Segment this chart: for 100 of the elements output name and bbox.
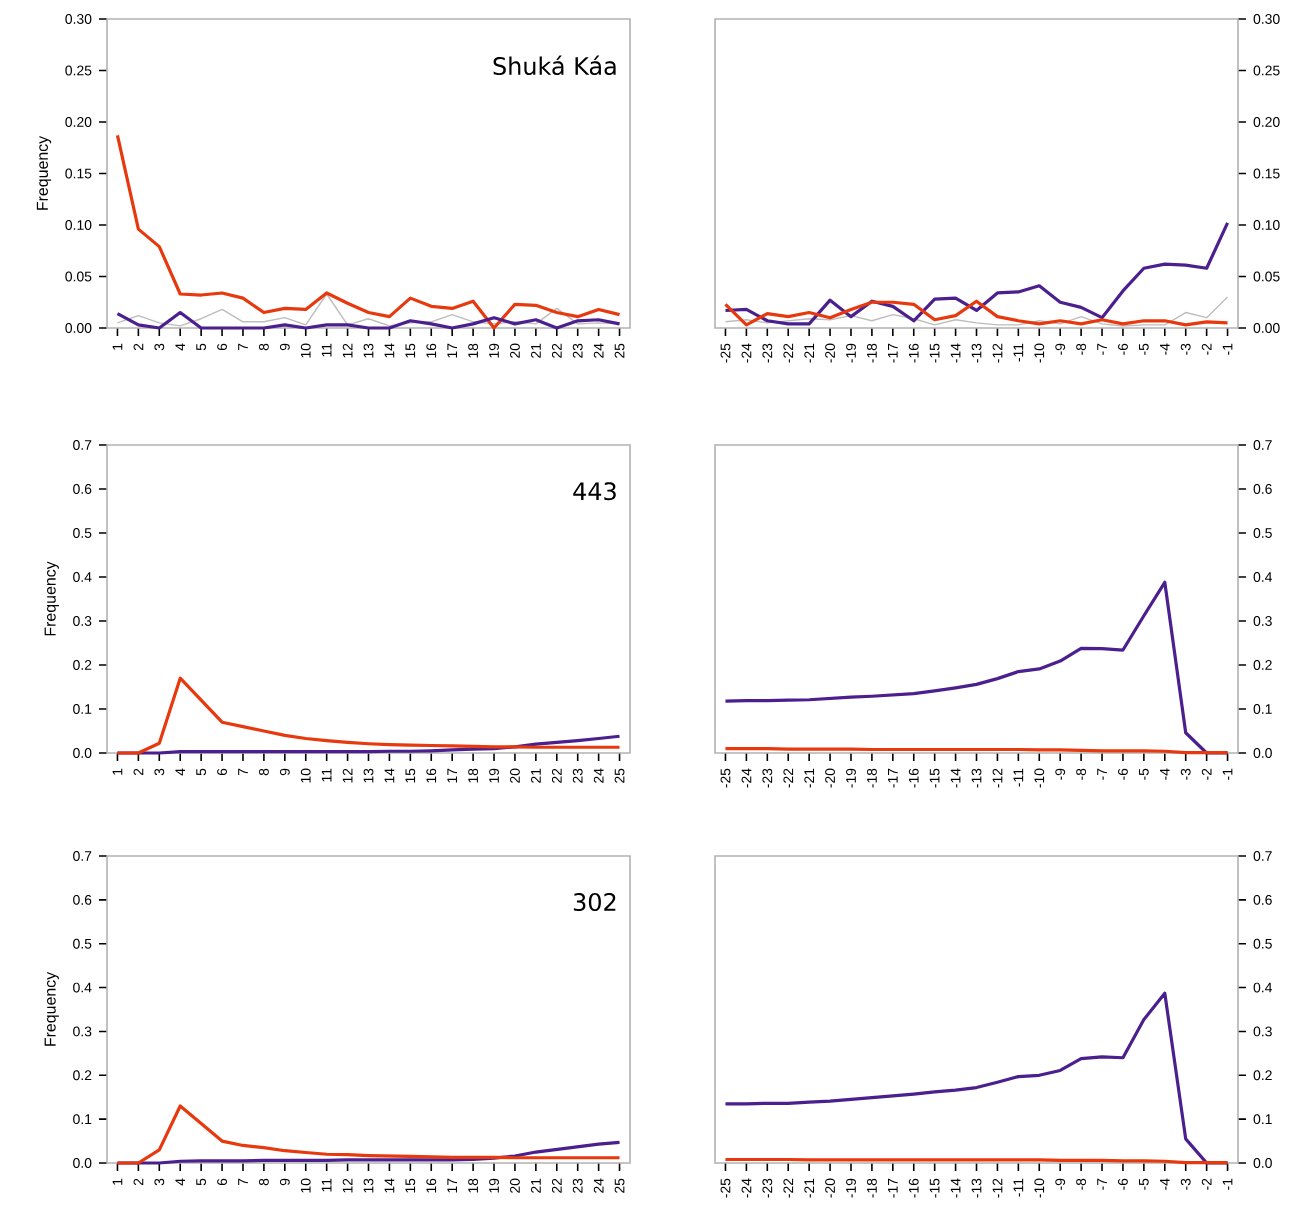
- y-tick-label: 0.05: [65, 271, 92, 282]
- x-tick-label: 7: [238, 1178, 248, 1186]
- x-tick-label: 23: [572, 768, 583, 783]
- y-tick-label: 0.4: [1253, 572, 1273, 582]
- x-tick-label: -14: [950, 1178, 961, 1198]
- y-tick-label: 0.4: [73, 982, 92, 993]
- x-tick-label: -2: [1201, 768, 1212, 780]
- x-tick-label: 8: [258, 343, 269, 351]
- y-tick-label: 0.25: [65, 65, 92, 76]
- x-tick-label: -8: [1076, 343, 1087, 355]
- x-tick-label: 19: [489, 768, 499, 783]
- y-axis-title: Frequency: [36, 135, 52, 210]
- y-tick-label: 0.15: [1253, 168, 1280, 179]
- y-tick-label: 0.3: [1253, 616, 1272, 626]
- y-tick-label: 0.20: [1253, 117, 1280, 127]
- x-tick-label: -3: [1180, 343, 1191, 355]
- x-tick-label: -20: [825, 343, 835, 363]
- x-tick-label: 18: [468, 768, 479, 783]
- x-tick-label: 4: [175, 1178, 186, 1186]
- x-tick-label: 15: [405, 1178, 416, 1193]
- x-tick-label: 8: [258, 768, 269, 776]
- x-tick-label: -17: [888, 768, 898, 788]
- x-tick-label: 16: [426, 343, 437, 358]
- x-tick-label: 1: [112, 768, 123, 775]
- x-tick-label: 9: [279, 1178, 290, 1186]
- x-tick-label: -13: [971, 343, 982, 363]
- x-tick-label: -5: [1139, 343, 1149, 355]
- x-tick-label: 13: [363, 343, 374, 358]
- x-tick-label: -18: [866, 343, 877, 363]
- text: Shuká Káa: [493, 55, 616, 76]
- x-tick-label: 18: [468, 1178, 479, 1193]
- y-tick-label: 0.20: [65, 117, 92, 127]
- x-tick-label: 22: [551, 768, 562, 783]
- x-tick-label: -8: [1076, 1178, 1087, 1190]
- x-tick-label: 19: [489, 1178, 499, 1193]
- y-tick-label: 0.3: [73, 1026, 92, 1037]
- x-tick-label: 17: [447, 768, 457, 783]
- y-tick-label: 0.5: [73, 938, 92, 949]
- y-axis-title: Frequency: [44, 561, 59, 636]
- y-tick-label: 0.10: [1253, 220, 1280, 230]
- x-tick-label: -10: [1034, 343, 1045, 363]
- x-tick-label: -16: [908, 343, 919, 363]
- x-tick-label: -12: [992, 768, 1003, 788]
- x-tick-label: 2: [133, 1178, 144, 1186]
- x-tick-label: 5: [196, 343, 206, 351]
- y-tick-label: 0.1: [1253, 704, 1272, 714]
- x-tick-label: -15: [929, 1178, 940, 1198]
- x-tick-label: 10: [300, 1178, 311, 1193]
- x-tick-label: 12: [342, 768, 353, 783]
- x-tick-label: 4: [175, 343, 186, 351]
- x-tick-label: 13: [363, 768, 374, 783]
- x-tick-label: 8: [258, 1178, 269, 1186]
- y-tick-label: 0.7: [1253, 851, 1272, 861]
- x-tick-label: 1: [112, 1178, 123, 1185]
- x-tick-label: 9: [279, 343, 290, 351]
- x-tick-label: -25: [720, 768, 731, 788]
- x-tick-label: -7: [1097, 343, 1107, 355]
- x-tick-label: -9: [1055, 1178, 1066, 1190]
- x-tick-label: -15: [929, 343, 940, 363]
- x-tick-label: -15: [929, 768, 940, 788]
- x-tick-label: 23: [572, 1178, 583, 1193]
- y-tick-label: 0.0: [1253, 748, 1272, 758]
- y-tick-label: 0.3: [73, 616, 92, 626]
- line-series: [115, 133, 622, 330]
- y-tick-label: 0.4: [1253, 982, 1273, 993]
- x-tick-label: 5: [196, 1178, 206, 1186]
- y-tick-label: 0.2: [73, 1070, 92, 1081]
- x-tick-label: -25: [720, 343, 731, 363]
- y-tick-label: 0.5: [73, 528, 92, 538]
- x-tick-label: -12: [992, 343, 1003, 363]
- x-tick-label: -4: [1159, 1178, 1170, 1190]
- y-tick-label: 0.0: [73, 748, 92, 758]
- y-tick-label: 0.6: [1253, 894, 1272, 905]
- x-tick-label: -10: [1034, 768, 1045, 788]
- x-tick-label: -23: [762, 1178, 773, 1198]
- y-tick-label: 0.15: [65, 168, 92, 179]
- x-tick-label: -7: [1097, 1178, 1107, 1190]
- x-tick-label: 16: [426, 1178, 437, 1193]
- x-tick-label: -22: [783, 343, 794, 363]
- x-tick-label: 3: [154, 343, 165, 351]
- x-tick-label: 5: [196, 768, 206, 776]
- x-tick-label: -22: [783, 768, 794, 788]
- y-axis-title: Frequency: [44, 971, 59, 1046]
- x-tick-label: -5: [1139, 1178, 1149, 1190]
- x-tick-label: 11: [321, 768, 332, 782]
- x-tick-label: -1: [1222, 343, 1233, 355]
- x-tick-label: -14: [950, 768, 961, 788]
- x-tick-label: -13: [971, 768, 982, 788]
- x-tick-label: 7: [238, 768, 248, 776]
- y-tick-label: 0.5: [1253, 528, 1272, 538]
- x-tick-label: -10: [1034, 1178, 1045, 1198]
- x-tick-label: 11: [321, 1178, 332, 1192]
- x-tick-label: -12: [992, 1178, 1003, 1198]
- x-tick-label: 16: [426, 768, 437, 783]
- y-tick-label: 0.00: [1253, 323, 1280, 333]
- y-tick-label: 0.0: [1253, 1158, 1272, 1168]
- x-tick-label: -23: [762, 343, 773, 363]
- y-tick-label: 0.30: [65, 14, 92, 24]
- x-tick-label: -19: [846, 343, 856, 363]
- x-tick-label: -2: [1201, 343, 1212, 355]
